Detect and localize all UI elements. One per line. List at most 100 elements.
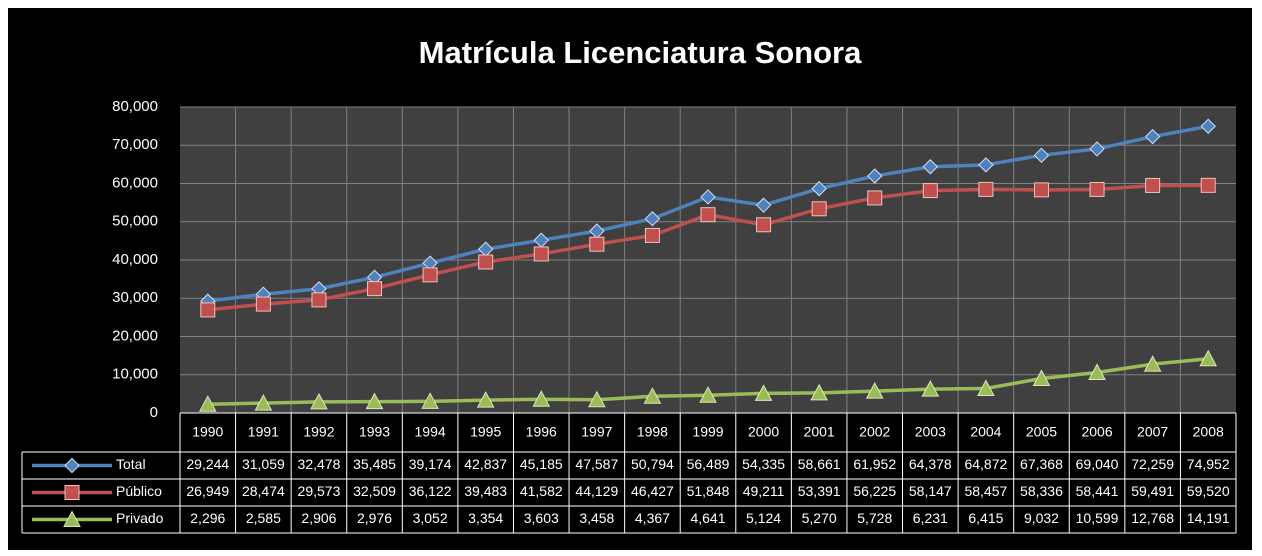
marker bbox=[1200, 118, 1216, 135]
data-label: 4,641 bbox=[690, 510, 725, 526]
marker bbox=[922, 183, 938, 199]
marker bbox=[589, 236, 605, 252]
y-tick-label: 50,000 bbox=[112, 213, 158, 230]
data-label: 2,976 bbox=[357, 510, 392, 526]
x-tick-label: 2003 bbox=[915, 424, 946, 440]
data-label: 74,952 bbox=[1187, 456, 1230, 472]
data-label: 5,270 bbox=[802, 510, 837, 526]
marker bbox=[254, 394, 273, 411]
data-label: 32,509 bbox=[353, 483, 396, 499]
data-label: 39,483 bbox=[464, 483, 507, 499]
marker bbox=[200, 302, 216, 318]
data-label: 42,837 bbox=[464, 456, 507, 472]
data-label: 54,335 bbox=[742, 456, 785, 472]
data-label: 58,457 bbox=[964, 483, 1007, 499]
marker bbox=[1089, 181, 1105, 197]
data-label: 3,354 bbox=[468, 510, 503, 526]
x-tick-label: 1999 bbox=[692, 424, 723, 440]
marker bbox=[811, 201, 827, 217]
data-label: 12,768 bbox=[1131, 510, 1174, 526]
x-tick-label: 2008 bbox=[1193, 424, 1224, 440]
legend-marker bbox=[63, 510, 81, 527]
x-tick-label: 1996 bbox=[526, 424, 557, 440]
data-label: 58,441 bbox=[1076, 483, 1119, 499]
x-tick-label: 1993 bbox=[359, 424, 390, 440]
marker bbox=[422, 267, 438, 283]
data-label: 31,059 bbox=[242, 456, 285, 472]
legend-label: Privado bbox=[116, 510, 164, 526]
data-label: 59,520 bbox=[1187, 483, 1230, 499]
marker bbox=[644, 211, 661, 227]
marker bbox=[1032, 369, 1051, 386]
data-label: 32,478 bbox=[298, 456, 341, 472]
marker bbox=[533, 246, 549, 262]
x-tick-label: 1992 bbox=[303, 424, 334, 440]
marker bbox=[588, 390, 606, 408]
data-label: 47,587 bbox=[575, 456, 618, 472]
data-label: 72,259 bbox=[1131, 456, 1174, 472]
data-label: 56,489 bbox=[687, 456, 730, 472]
y-tick-label: 80,000 bbox=[112, 98, 158, 115]
marker bbox=[255, 296, 271, 312]
marker bbox=[311, 292, 327, 308]
marker bbox=[700, 207, 716, 223]
marker bbox=[699, 386, 717, 403]
data-label: 2,296 bbox=[190, 510, 225, 526]
marker bbox=[532, 390, 551, 407]
data-label: 28,474 bbox=[242, 483, 285, 499]
marker bbox=[922, 159, 939, 175]
marker bbox=[1199, 349, 1218, 367]
data-label: 67,368 bbox=[1020, 456, 1063, 472]
marker bbox=[365, 392, 384, 410]
marker bbox=[1089, 141, 1105, 157]
marker bbox=[1088, 363, 1106, 380]
data-label: 51,848 bbox=[687, 483, 730, 499]
marker bbox=[1200, 177, 1216, 193]
data-label: 14,191 bbox=[1187, 510, 1230, 526]
x-tick-label: 1997 bbox=[581, 424, 612, 440]
x-tick-label: 2006 bbox=[1081, 424, 1112, 440]
legend-label: Público bbox=[116, 483, 162, 499]
legend-marker bbox=[64, 485, 80, 500]
data-label: 29,573 bbox=[298, 483, 341, 499]
marker bbox=[700, 189, 716, 205]
data-label: 35,485 bbox=[353, 456, 396, 472]
marker bbox=[476, 391, 495, 408]
marker bbox=[978, 157, 994, 173]
y-tick-label: 40,000 bbox=[112, 251, 158, 268]
y-tick-label: 0 bbox=[150, 404, 158, 421]
data-label: 26,949 bbox=[186, 483, 229, 499]
data-label: 58,661 bbox=[798, 456, 841, 472]
marker bbox=[421, 392, 439, 409]
data-label: 3,052 bbox=[413, 510, 448, 526]
marker bbox=[867, 168, 883, 184]
marker bbox=[643, 387, 662, 404]
data-label: 50,794 bbox=[631, 456, 674, 472]
data-label: 61,952 bbox=[853, 456, 896, 472]
data-label: 29,244 bbox=[186, 456, 229, 472]
x-tick-label: 1995 bbox=[470, 424, 501, 440]
marker bbox=[811, 180, 827, 197]
x-tick-label: 2007 bbox=[1137, 424, 1168, 440]
data-label: 41,582 bbox=[520, 483, 563, 499]
marker bbox=[367, 281, 383, 297]
data-label: 2,906 bbox=[301, 510, 336, 526]
x-tick-label: 2000 bbox=[748, 424, 779, 440]
data-label: 5,728 bbox=[857, 510, 892, 526]
x-tick-label: 1994 bbox=[415, 424, 446, 440]
chart-title: Matrícula Licenciatura Sonora bbox=[419, 35, 862, 70]
legend-marker bbox=[64, 457, 80, 474]
data-label: 64,378 bbox=[909, 456, 952, 472]
data-label: 45,185 bbox=[520, 456, 563, 472]
marker bbox=[1033, 182, 1049, 198]
y-tick-label: 70,000 bbox=[112, 136, 158, 153]
legend-label: Total bbox=[116, 456, 146, 472]
data-label: 49,211 bbox=[743, 483, 785, 499]
data-label: 39,174 bbox=[409, 456, 452, 472]
data-label: 56,225 bbox=[853, 483, 896, 499]
marker bbox=[478, 254, 494, 270]
data-label: 69,040 bbox=[1076, 456, 1119, 472]
marker bbox=[810, 383, 828, 401]
marker bbox=[756, 217, 772, 233]
